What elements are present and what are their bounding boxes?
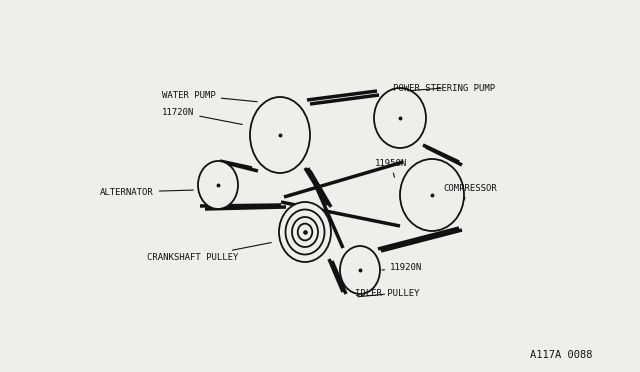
Ellipse shape: [198, 161, 238, 209]
Text: 11720N: 11720N: [162, 108, 243, 125]
Text: A117A 0088: A117A 0088: [530, 350, 593, 360]
Text: COMPRESSOR: COMPRESSOR: [443, 183, 497, 200]
Text: POWER STEERING PUMP: POWER STEERING PUMP: [393, 83, 495, 93]
Text: ALTERNATOR: ALTERNATOR: [100, 187, 193, 196]
Ellipse shape: [340, 246, 380, 294]
Text: WATER PUMP: WATER PUMP: [162, 90, 257, 102]
Text: 11920N: 11920N: [382, 263, 422, 273]
Ellipse shape: [285, 209, 324, 254]
Text: CRANKSHAFT PULLEY: CRANKSHAFT PULLEY: [147, 243, 271, 263]
Text: 11950N: 11950N: [375, 158, 407, 177]
Ellipse shape: [374, 88, 426, 148]
Text: IDLER PULLEY: IDLER PULLEY: [355, 289, 419, 298]
Ellipse shape: [400, 159, 464, 231]
Ellipse shape: [279, 202, 331, 262]
Ellipse shape: [298, 224, 312, 240]
Ellipse shape: [292, 217, 318, 247]
Ellipse shape: [250, 97, 310, 173]
